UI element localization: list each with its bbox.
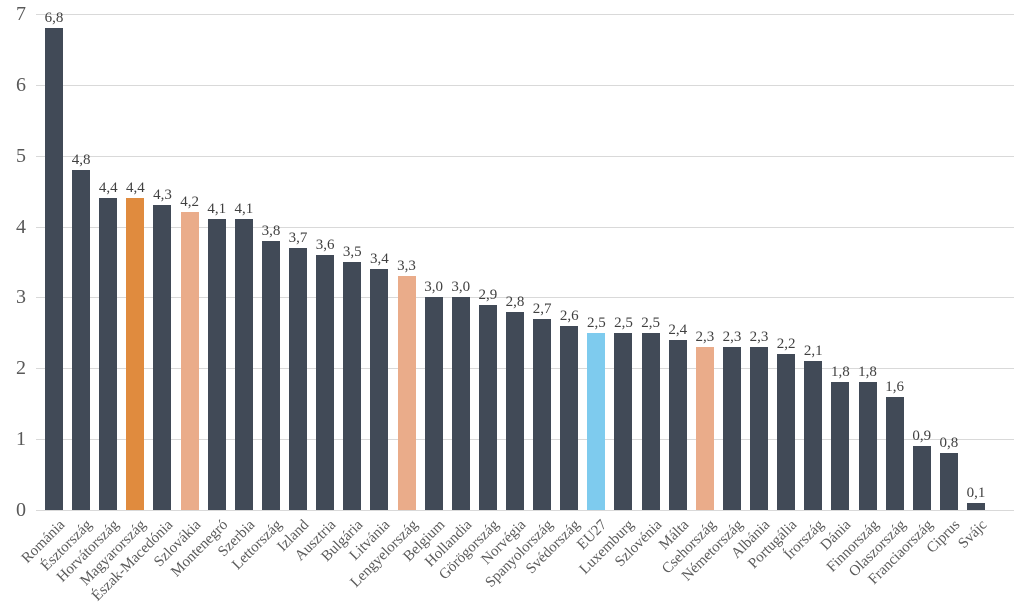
bar-value-label: 3,0 — [451, 279, 471, 296]
bar-value-label: 2,8 — [505, 293, 525, 310]
bar-value-label: 4,8 — [71, 151, 91, 168]
bar-Bulgária — [343, 262, 362, 510]
bar-Norvégia — [506, 311, 524, 510]
gridline-y-1 — [36, 439, 1014, 441]
bar-Csehország — [695, 347, 714, 510]
bar-Szlovákia — [180, 212, 199, 510]
bar-value-label: 4,2 — [180, 194, 199, 211]
bar-value-label: 4,1 — [207, 201, 227, 218]
y-tick-label-2: 2 — [16, 357, 26, 380]
bar-value-label: 2,3 — [722, 329, 742, 346]
y-tick-label-4: 4 — [16, 215, 26, 238]
bar-Izland — [289, 247, 308, 510]
bar-Lettország — [261, 240, 280, 510]
bar-Finnország — [858, 382, 877, 510]
bar-Luxemburg — [614, 332, 633, 510]
bar-Görögország — [478, 304, 497, 510]
bar-Lengyelország — [397, 276, 416, 510]
bar-value-label: 1,6 — [885, 378, 905, 395]
gridline-y-2 — [36, 368, 1014, 370]
bar-value-label: 2,7 — [532, 300, 552, 317]
bar-value-label: 3,0 — [424, 279, 444, 296]
bar-value-label: 2,6 — [559, 307, 579, 324]
bar-Spanyolország — [533, 318, 552, 510]
bar-value-label: 3,6 — [315, 236, 335, 253]
bar-value-label: 2,5 — [586, 314, 606, 331]
bar-Olaszország — [885, 396, 904, 510]
bar-value-label: 2,3 — [749, 329, 769, 346]
bar-Románia — [45, 28, 63, 510]
bar-Málta — [668, 339, 687, 510]
bar-value-label: 4,3 — [153, 187, 172, 204]
bar-Dánia — [831, 382, 850, 510]
bar-value-label: 0,8 — [939, 435, 959, 452]
y-tick-label-0: 0 — [16, 499, 26, 521]
bar-Ausztria — [316, 254, 335, 510]
bar-Albánia — [750, 347, 769, 510]
y-tick-label-3: 3 — [16, 286, 26, 309]
bar-value-label: 4,4 — [98, 180, 118, 197]
bar-value-label: 2,2 — [776, 336, 796, 353]
bar-Észtország — [72, 169, 91, 510]
bar-Németország — [722, 347, 741, 510]
bar-Litvánia — [370, 269, 389, 510]
bar-Írország — [804, 361, 823, 510]
gridline-y-5 — [36, 155, 1014, 157]
gridline-y-0 — [36, 510, 1014, 511]
bar-Ciprus — [939, 453, 958, 510]
bar-value-label: 2,9 — [478, 286, 498, 303]
bar-value-label: 1,8 — [831, 364, 850, 381]
bar-Szlovénia — [641, 332, 660, 510]
bar-value-label: 2,5 — [641, 314, 660, 331]
bar-Montenegró — [207, 219, 226, 510]
bar-Magyarország — [126, 198, 145, 510]
gridline-y-6 — [36, 84, 1014, 86]
gridline-y-3 — [36, 297, 1014, 299]
y-tick-label-6: 6 — [16, 73, 26, 96]
gridline-y-4 — [36, 226, 1014, 228]
bar-Horvátország — [99, 198, 118, 510]
y-tick-label-5: 5 — [16, 144, 26, 167]
bar-value-label: 2,5 — [614, 314, 633, 331]
bar-value-label: 3,3 — [397, 258, 416, 275]
bar-value-label: 4,1 — [234, 201, 254, 218]
bar-Svájc — [967, 502, 985, 510]
bar-value-label: 3,7 — [288, 229, 308, 246]
bar-value-label: 2,4 — [668, 321, 688, 338]
bar-Portugália — [777, 354, 796, 510]
bar-Svédország — [560, 325, 579, 510]
bar-value-label: 2,1 — [803, 343, 823, 360]
gridline-y-7 — [36, 14, 1014, 15]
bar-Franciaország — [912, 446, 931, 510]
bar-Szerbia — [234, 219, 253, 510]
bar-value-label: 0,9 — [912, 428, 932, 445]
y-tick-label-1: 1 — [16, 428, 26, 451]
bar-value-label: 3,5 — [342, 244, 362, 260]
bar-value-label: 4,4 — [125, 180, 145, 197]
bar-EU27 — [587, 332, 606, 510]
y-tick-label-7: 7 — [16, 3, 26, 25]
bar-value-label: 0,1 — [966, 484, 986, 501]
bar-value-label: 2,3 — [695, 329, 715, 346]
bar-value-label: 6,8 — [44, 10, 64, 27]
bar-value-label: 3,4 — [370, 251, 389, 268]
bar-Hollandia — [451, 297, 470, 510]
bar-Észak-Macedónia — [153, 205, 172, 510]
bar-Belgium — [424, 297, 443, 510]
bar-value-label: 3,8 — [261, 222, 281, 239]
bar-value-label: 1,8 — [858, 364, 877, 381]
